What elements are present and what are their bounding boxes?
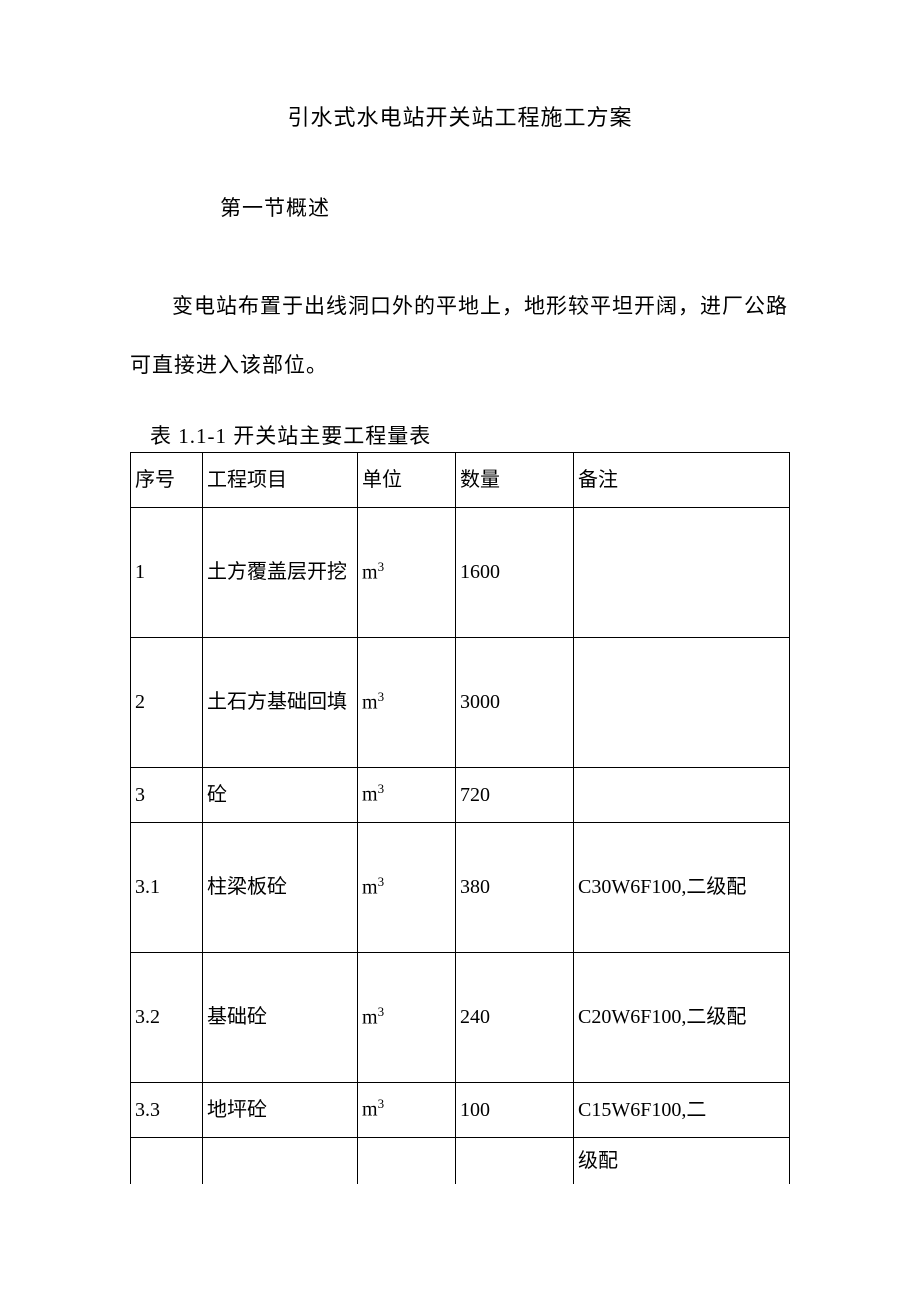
header-seq: 序号 bbox=[131, 452, 203, 507]
table-caption: 表 1.1-1 开关站主要工程量表 bbox=[130, 420, 790, 450]
cell-remark bbox=[574, 507, 790, 637]
cell-qty: 720 bbox=[456, 767, 574, 822]
cell-unit: m3 bbox=[358, 507, 456, 637]
cell-seq: 2 bbox=[131, 637, 203, 767]
cell-qty bbox=[456, 1137, 574, 1184]
cell-item: 土方覆盖层开挖 bbox=[203, 507, 358, 637]
cell-item: 砼 bbox=[203, 767, 358, 822]
table-header-row: 序号 工程项目 单位 数量 备注 bbox=[131, 452, 790, 507]
cell-seq: 3.1 bbox=[131, 822, 203, 952]
table-row: 3.2 基础砼 m3 240 C20W6F100,二级配 bbox=[131, 952, 790, 1082]
cell-remark: C20W6F100,二级配 bbox=[574, 952, 790, 1082]
quantities-table: 序号 工程项目 单位 数量 备注 1 土方覆盖层开挖 m3 1600 2 土石方… bbox=[130, 452, 790, 1184]
intro-paragraph: 变电站布置于出线洞口外的平地上，地形较平坦开阔，进厂公路可直接进入该部位。 bbox=[130, 277, 790, 395]
cell-qty: 100 bbox=[456, 1082, 574, 1137]
cell-unit: m3 bbox=[358, 952, 456, 1082]
cell-remark bbox=[574, 767, 790, 822]
cell-item bbox=[203, 1137, 358, 1184]
cell-item: 地坪砼 bbox=[203, 1082, 358, 1137]
cell-item: 土石方基础回填 bbox=[203, 637, 358, 767]
cell-qty: 240 bbox=[456, 952, 574, 1082]
header-unit: 单位 bbox=[358, 452, 456, 507]
cell-seq: 3.3 bbox=[131, 1082, 203, 1137]
cell-remark: 级配 bbox=[574, 1137, 790, 1184]
cell-unit: m3 bbox=[358, 1082, 456, 1137]
header-remark: 备注 bbox=[574, 452, 790, 507]
cell-unit: m3 bbox=[358, 822, 456, 952]
table-row: 3.3 地坪砼 m3 100 C15W6F100,二 bbox=[131, 1082, 790, 1137]
cell-remark bbox=[574, 637, 790, 767]
table-row: 3.1 柱梁板砼 m3 380 C30W6F100,二级配 bbox=[131, 822, 790, 952]
cell-seq bbox=[131, 1137, 203, 1184]
cell-seq: 1 bbox=[131, 507, 203, 637]
cell-seq: 3.2 bbox=[131, 952, 203, 1082]
cell-remark: C30W6F100,二级配 bbox=[574, 822, 790, 952]
table-row: 2 土石方基础回填 m3 3000 bbox=[131, 637, 790, 767]
cell-qty: 380 bbox=[456, 822, 574, 952]
cell-unit: m3 bbox=[358, 637, 456, 767]
cell-remark: C15W6F100,二 bbox=[574, 1082, 790, 1137]
cell-qty: 3000 bbox=[456, 637, 574, 767]
cell-item: 柱梁板砼 bbox=[203, 822, 358, 952]
document-title: 引水式水电站开关站工程施工方案 bbox=[130, 100, 790, 132]
header-qty: 数量 bbox=[456, 452, 574, 507]
header-item: 工程项目 bbox=[203, 452, 358, 507]
cell-seq: 3 bbox=[131, 767, 203, 822]
table-row: 3 砼 m3 720 bbox=[131, 767, 790, 822]
section-heading: 第一节概述 bbox=[130, 192, 790, 222]
cell-item: 基础砼 bbox=[203, 952, 358, 1082]
cell-qty: 1600 bbox=[456, 507, 574, 637]
table-row: 级配 bbox=[131, 1137, 790, 1184]
cell-unit bbox=[358, 1137, 456, 1184]
table-row: 1 土方覆盖层开挖 m3 1600 bbox=[131, 507, 790, 637]
cell-unit: m3 bbox=[358, 767, 456, 822]
